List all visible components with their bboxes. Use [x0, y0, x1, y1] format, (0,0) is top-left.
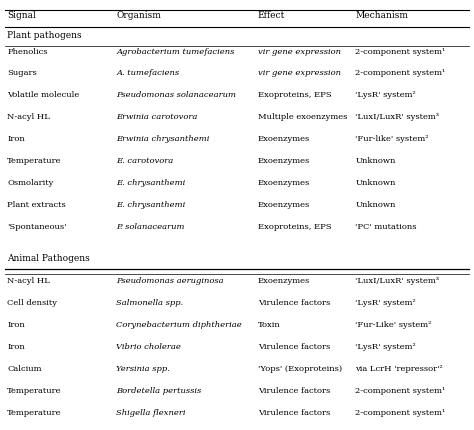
- Text: Erwinia carotovora: Erwinia carotovora: [116, 113, 198, 121]
- Text: Temperature: Temperature: [7, 157, 62, 165]
- Text: 'LuxI/LuxR' system³: 'LuxI/LuxR' system³: [356, 276, 439, 285]
- Text: Virulence factors: Virulence factors: [258, 386, 330, 394]
- Text: Multiple exoenzymes: Multiple exoenzymes: [258, 113, 347, 121]
- Text: 'Spontaneous': 'Spontaneous': [7, 223, 66, 231]
- Text: P. solanacearum: P. solanacearum: [116, 223, 185, 231]
- Text: Virulence factors: Virulence factors: [258, 298, 330, 307]
- Text: E. carotovora: E. carotovora: [116, 157, 173, 165]
- Text: Animal Pathogens: Animal Pathogens: [7, 254, 90, 263]
- Text: Temperature: Temperature: [7, 408, 62, 416]
- Text: Corynebacterium diphtheriae: Corynebacterium diphtheriae: [116, 320, 242, 329]
- Text: Iron: Iron: [7, 135, 25, 143]
- Text: Cell density: Cell density: [7, 298, 57, 307]
- Text: Osmolarity: Osmolarity: [7, 179, 54, 187]
- Text: Exoenzymes: Exoenzymes: [258, 135, 310, 143]
- Text: 2-component system¹: 2-component system¹: [356, 408, 446, 416]
- Text: N-acyl HL: N-acyl HL: [7, 113, 50, 121]
- Text: Salmonella spp.: Salmonella spp.: [116, 298, 183, 307]
- Text: Toxin: Toxin: [258, 320, 281, 329]
- Text: Exoproteins, EPS: Exoproteins, EPS: [258, 91, 331, 99]
- Text: Yersinia spp.: Yersinia spp.: [116, 364, 170, 372]
- Text: Erwinia chrysanthemi: Erwinia chrysanthemi: [116, 135, 210, 143]
- Text: Calcium: Calcium: [7, 364, 42, 372]
- Text: vir gene expression: vir gene expression: [258, 69, 341, 77]
- Text: vir gene expression: vir gene expression: [258, 47, 341, 55]
- Text: Virulence factors: Virulence factors: [258, 408, 330, 416]
- Text: A. tumefaciens: A. tumefaciens: [116, 69, 179, 77]
- Text: 'PC' mutations: 'PC' mutations: [356, 223, 417, 231]
- Text: Volatile molecule: Volatile molecule: [7, 91, 79, 99]
- Text: 2-component system¹: 2-component system¹: [356, 69, 446, 77]
- Text: Signal: Signal: [7, 11, 36, 20]
- Text: Plant extracts: Plant extracts: [7, 201, 66, 209]
- Text: 'LysR' system²: 'LysR' system²: [356, 91, 416, 99]
- Text: Virulence factors: Virulence factors: [258, 342, 330, 350]
- Text: 'Fur-like' system²: 'Fur-like' system²: [356, 135, 429, 143]
- Text: Sugars: Sugars: [7, 69, 37, 77]
- Text: 'LuxI/LuxR' system³: 'LuxI/LuxR' system³: [356, 113, 439, 121]
- Text: Agrobacterium tumefaciens: Agrobacterium tumefaciens: [116, 47, 235, 55]
- Text: Exoenzymes: Exoenzymes: [258, 276, 310, 285]
- Text: 2-component system¹: 2-component system¹: [356, 386, 446, 394]
- Text: 'Yops' (Exoproteins): 'Yops' (Exoproteins): [258, 364, 342, 372]
- Text: Pseudomonas aeruginosa: Pseudomonas aeruginosa: [116, 276, 224, 285]
- Text: Unknown: Unknown: [356, 179, 396, 187]
- Text: Unknown: Unknown: [356, 201, 396, 209]
- Text: Unknown: Unknown: [356, 157, 396, 165]
- Text: E. chrysanthemi: E. chrysanthemi: [116, 179, 185, 187]
- Text: 'LysR' system²: 'LysR' system²: [356, 342, 416, 350]
- Text: Iron: Iron: [7, 320, 25, 329]
- Text: 'LysR' system²: 'LysR' system²: [356, 298, 416, 307]
- Text: 2-component system¹: 2-component system¹: [356, 47, 446, 55]
- Text: N-acyl HL: N-acyl HL: [7, 276, 50, 285]
- Text: Phenolics: Phenolics: [7, 47, 47, 55]
- Text: 'Fur-Like' system²: 'Fur-Like' system²: [356, 320, 432, 329]
- Text: Exoenzymes: Exoenzymes: [258, 179, 310, 187]
- Text: Exoproteins, EPS: Exoproteins, EPS: [258, 223, 331, 231]
- Text: Temperature: Temperature: [7, 386, 62, 394]
- Text: via LcrH 'repressor'²: via LcrH 'repressor'²: [356, 364, 443, 372]
- Text: Plant pathogens: Plant pathogens: [7, 31, 82, 40]
- Text: Exoenzymes: Exoenzymes: [258, 201, 310, 209]
- Text: Pseudomonas solanacearum: Pseudomonas solanacearum: [116, 91, 236, 99]
- Text: Mechanism: Mechanism: [356, 11, 409, 20]
- Text: E. chrysanthemi: E. chrysanthemi: [116, 201, 185, 209]
- Text: Vibrio cholerae: Vibrio cholerae: [116, 342, 181, 350]
- Text: Organism: Organism: [116, 11, 161, 20]
- Text: Effect: Effect: [258, 11, 285, 20]
- Text: Bordetella pertussis: Bordetella pertussis: [116, 386, 201, 394]
- Text: Shigella flexneri: Shigella flexneri: [116, 408, 186, 416]
- Text: Iron: Iron: [7, 342, 25, 350]
- Text: Exoenzymes: Exoenzymes: [258, 157, 310, 165]
